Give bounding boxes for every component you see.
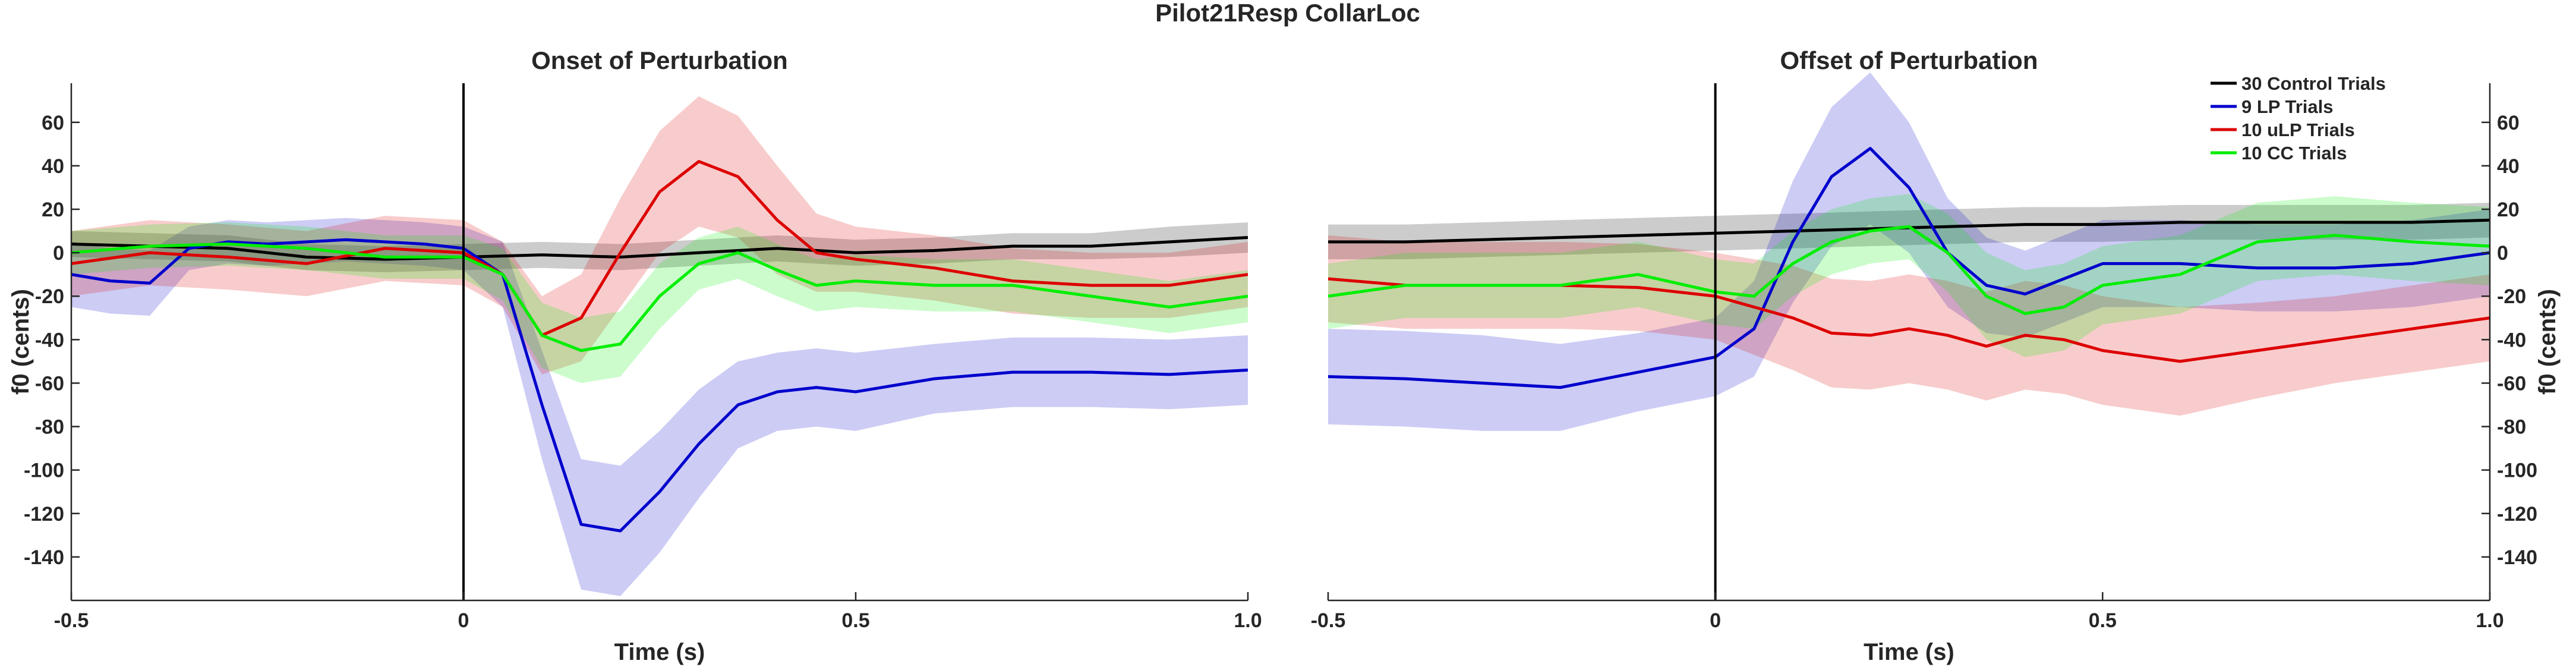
y-tick-label: -100 bbox=[24, 460, 64, 482]
error-bands bbox=[71, 96, 1248, 596]
series-line-ulp bbox=[1328, 277, 2490, 363]
y-tick-label: -20 bbox=[35, 285, 64, 308]
series-lines bbox=[1328, 147, 2490, 389]
y-tick-label: -20 bbox=[2497, 285, 2526, 308]
offset-panel: Offset of Perturbation -0.5 0 0.5 1.0 -140 -12… bbox=[1311, 46, 2561, 665]
x-axis-label: Time (s) bbox=[614, 639, 705, 665]
y-tick-label: -60 bbox=[35, 372, 64, 395]
y-tick-label: -80 bbox=[2497, 416, 2526, 439]
series-line-control bbox=[71, 236, 1248, 261]
band-ulp bbox=[71, 96, 1248, 375]
x-tick-label: 0.5 bbox=[841, 609, 869, 632]
y-tick-label: 0 bbox=[2497, 242, 2508, 265]
band-ulp bbox=[1328, 235, 2490, 416]
series-line-lp bbox=[71, 238, 1248, 533]
series-line-cc bbox=[1328, 225, 2490, 315]
y-tick-label: -120 bbox=[24, 503, 64, 526]
figure-title: Pilot21Resp CollarLoc bbox=[1155, 0, 1420, 27]
series-line-ulp bbox=[71, 160, 1248, 337]
y-tick-label: 40 bbox=[2497, 155, 2520, 178]
y-axis-label: f0 (cents) bbox=[8, 289, 34, 395]
y-tick-label: -100 bbox=[2497, 460, 2537, 482]
y-axis-label: f0 (cents) bbox=[2534, 289, 2561, 395]
legend-label-control: 30 Control Trials bbox=[2241, 73, 2386, 94]
legend-label-cc: 10 CC Trials bbox=[2241, 143, 2347, 163]
panel-title: Onset of Perturbation bbox=[531, 46, 788, 74]
y-tick-label: 40 bbox=[42, 155, 64, 178]
y-tick-label: -40 bbox=[35, 329, 64, 351]
y-tick-label: -80 bbox=[35, 416, 64, 439]
x-tick-label: 1.0 bbox=[1234, 609, 1262, 632]
legend-label-ulp: 10 uLP Trials bbox=[2241, 119, 2355, 140]
y-tick-label: 60 bbox=[42, 112, 64, 134]
x-tick-label: -0.5 bbox=[1311, 609, 1346, 632]
error-bands bbox=[1328, 72, 2490, 431]
y-tick-label: -60 bbox=[2497, 372, 2526, 395]
series-lines bbox=[71, 160, 1248, 533]
panel-title: Offset of Perturbation bbox=[1780, 46, 2038, 74]
band-cc bbox=[1328, 194, 2490, 357]
y-tick-label: -140 bbox=[24, 546, 64, 569]
x-tick-label: 0.5 bbox=[2089, 609, 2117, 632]
series-line-cc bbox=[71, 243, 1248, 353]
x-tick-label: 0 bbox=[1710, 609, 1721, 632]
x-tick-label: -0.5 bbox=[54, 609, 89, 632]
x-tick-label: 1.0 bbox=[2476, 609, 2504, 632]
onset-panel: Onset of Perturbation -0.5 0 0.5 1.0 -140 -120… bbox=[8, 46, 1262, 665]
y-tick-label: -120 bbox=[2497, 503, 2537, 526]
y-tick-label: 20 bbox=[42, 199, 64, 221]
y-tick-label: 0 bbox=[53, 242, 64, 265]
y-tick-label: -40 bbox=[2497, 329, 2526, 351]
band-control bbox=[1328, 203, 2490, 260]
series-line-lp bbox=[1328, 147, 2490, 389]
y-tick-label: -140 bbox=[2497, 546, 2537, 569]
legend-label-lp: 9 LP Trials bbox=[2241, 96, 2334, 117]
band-cc bbox=[71, 222, 1248, 383]
y-tick-label: 60 bbox=[2497, 112, 2520, 134]
band-lp bbox=[1328, 72, 2490, 431]
x-axis-label: Time (s) bbox=[1864, 639, 1954, 665]
x-tick-label: 0 bbox=[458, 609, 469, 632]
y-tick-label: 20 bbox=[2497, 199, 2520, 221]
